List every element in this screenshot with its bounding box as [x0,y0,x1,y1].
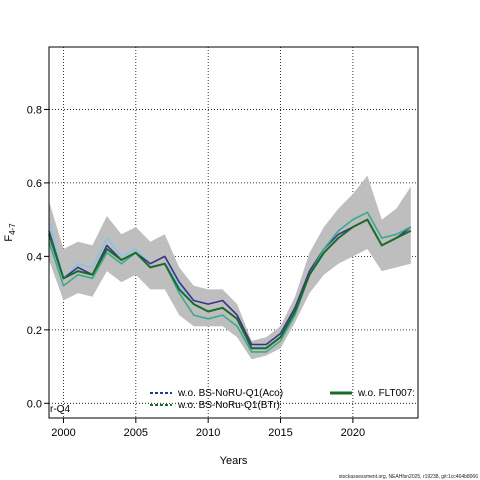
y-tick-label: 0.0 [27,398,42,410]
series-line-3 [48,211,412,353]
legend-label: w.o. BS-NoRU-Q1(Aco) [177,388,283,399]
footer-text: stockassessment.org, NEAHfsn2025, r19238… [339,474,478,480]
grid-lines [49,47,418,418]
legend: r-Q4 w.o. BS-NoRU-Q1(Aco)w.o. BS-NoRu-Q1(… [50,388,415,415]
series-line-4 [48,218,412,350]
legend-label: w.o. FLT007: [357,388,415,399]
legend-clipped-label: r-Q4 [50,404,70,415]
y-axis-label-main: F [3,235,15,242]
confidence-band [49,175,411,360]
y-tick-label: 0.6 [27,178,42,190]
x-tick-label: 2010 [196,427,220,439]
x-tick-label: 2015 [268,427,292,439]
y-axis-label: F4-7 [3,223,17,242]
y-tick-label: 0.4 [27,251,42,263]
x-axis-label: Years [220,455,248,467]
y-axis: 0.0 0.2 0.4 0.6 0.8 [27,104,49,410]
legend-label: w.o. BS-NoRu-Q1(BTr) [177,400,280,411]
x-tick-label: 2000 [51,427,75,439]
y-axis-label-subscript: 4-7 [8,223,17,235]
x-axis: 2000 2005 2010 2015 2020 [51,418,365,439]
y-tick-label: 0.2 [27,325,42,337]
series-lines [48,211,412,353]
y-tick-label: 0.8 [27,104,42,116]
plot-frame [48,46,419,419]
x-tick-label: 2005 [124,427,148,439]
x-tick-label: 2020 [341,427,365,439]
